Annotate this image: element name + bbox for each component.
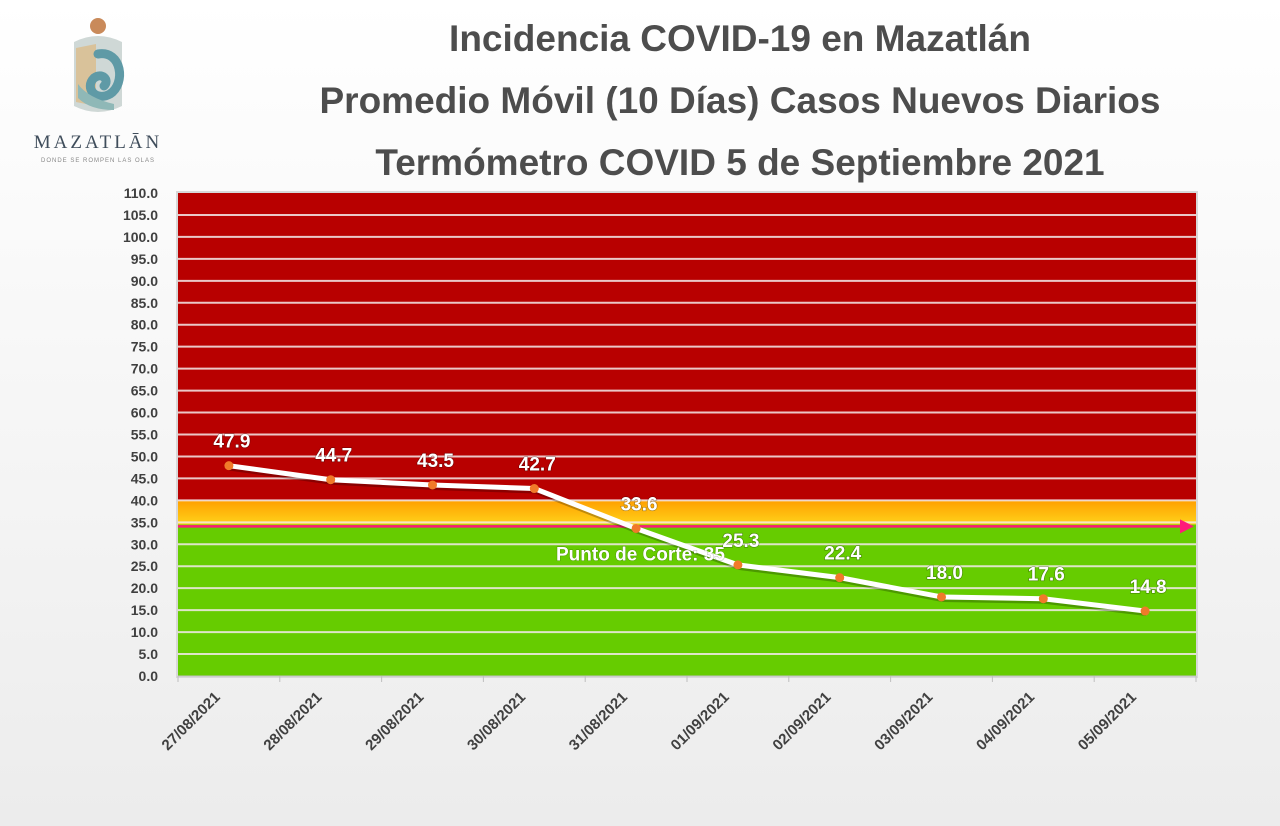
- data-point: [428, 480, 437, 490]
- y-tick-label: 40.0: [131, 492, 158, 508]
- y-tick-label: 100.0: [123, 229, 158, 245]
- title-line-3: Termómetro COVID 5 de Septiembre 2021: [375, 142, 1105, 183]
- logo-emblem-icon: [74, 18, 124, 112]
- data-point: [1140, 606, 1150, 616]
- y-tick-label: 25.0: [131, 558, 158, 574]
- y-tick-label: 20.0: [131, 580, 158, 596]
- logo-tagline: DONDE SE ROMPEN LAS OLAS: [40, 158, 156, 164]
- data-point: [631, 523, 641, 533]
- y-tick-label: 35.0: [131, 514, 158, 530]
- y-tick-label: 95.0: [131, 251, 158, 267]
- y-tick-label: 70.0: [131, 361, 158, 377]
- x-tick-label: 30/08/2021: [464, 689, 529, 754]
- y-tick-label: 0.0: [139, 668, 159, 684]
- y-tick-label: 45.0: [131, 470, 158, 486]
- data-point: [224, 461, 234, 471]
- title-line-1: Incidencia COVID-19 en Mazatlán: [449, 18, 1031, 59]
- y-tick-label: 110.0: [124, 185, 158, 201]
- y-tick-label: 105.0: [123, 207, 158, 223]
- y-tick-label: 60.0: [131, 405, 158, 421]
- x-tick-label: 31/08/2021: [566, 689, 631, 754]
- x-tick-label: 27/08/2021: [159, 689, 224, 754]
- logo-wordmark: MAZATLĀN: [33, 132, 163, 153]
- cut-point-label: Punto de Corte: 35: [556, 544, 725, 565]
- y-tick-label: 85.0: [131, 295, 158, 311]
- data-label: 43.5: [417, 451, 454, 472]
- mazatlan-logo: MAZATLĀN DONDE SE ROMPEN LAS OLAS: [18, 14, 178, 174]
- title-line-2: Promedio Móvil (10 Días) Casos Nuevos Di…: [319, 80, 1161, 121]
- y-tick-label: 90.0: [131, 273, 158, 289]
- x-tick-label: 05/09/2021: [1075, 689, 1140, 754]
- x-tick-label: 01/09/2021: [668, 689, 733, 754]
- chart-title-block: Incidencia COVID-19 en Mazatlán Promedio…: [200, 8, 1280, 194]
- y-tick-label: 5.0: [139, 646, 159, 662]
- y-tick-label: 65.0: [131, 383, 158, 399]
- x-tick-label: 04/09/2021: [973, 689, 1038, 754]
- series-line: [228, 463, 1146, 614]
- x-tick-label: 28/08/2021: [260, 689, 325, 754]
- zone-band-yellow: [178, 500, 1196, 525]
- data-label: 42.7: [519, 455, 556, 476]
- data-label: 22.4: [824, 544, 861, 565]
- data-label: 33.6: [621, 494, 658, 515]
- cut-point-arrow-icon: [1180, 519, 1194, 534]
- x-tick-label: 02/09/2021: [769, 689, 834, 754]
- y-tick-label: 10.0: [131, 624, 158, 640]
- y-tick-label: 75.0: [131, 339, 158, 355]
- data-point: [326, 475, 336, 485]
- y-tick-label: 80.0: [131, 317, 158, 333]
- x-tick-label: 29/08/2021: [362, 689, 427, 754]
- y-tick-label: 50.0: [131, 448, 158, 464]
- data-label: 47.9: [213, 432, 250, 453]
- data-point: [733, 560, 743, 570]
- data-point: [937, 592, 946, 602]
- data-label: 44.7: [315, 446, 352, 467]
- data-label: 17.6: [1028, 565, 1065, 586]
- y-tick-label: 55.0: [131, 427, 158, 443]
- data-label: 18.0: [926, 563, 963, 584]
- data-point: [835, 573, 845, 583]
- y-tick-label: 15.0: [131, 602, 158, 618]
- x-tick-label: 03/09/2021: [871, 689, 936, 754]
- data-label: 14.8: [1130, 577, 1167, 598]
- data-point: [1038, 594, 1048, 604]
- y-tick-label: 30.0: [131, 536, 158, 552]
- data-label: 25.3: [722, 531, 759, 552]
- data-point: [529, 484, 539, 494]
